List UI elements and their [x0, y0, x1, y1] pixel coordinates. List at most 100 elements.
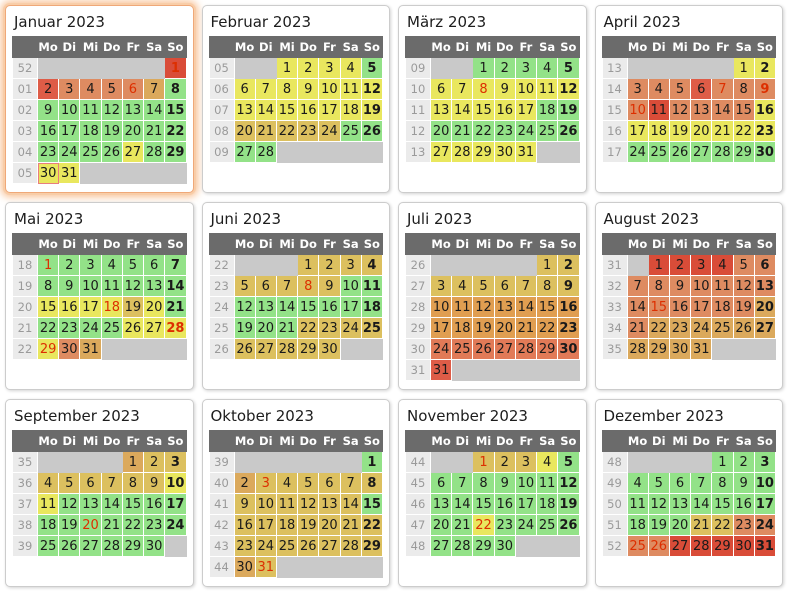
day-cell[interactable]: 25	[536, 120, 559, 142]
day-cell[interactable]: 7	[100, 472, 123, 494]
day-cell[interactable]: 13	[493, 296, 516, 318]
day-cell[interactable]: 27	[233, 141, 256, 163]
day-cell[interactable]: 8	[472, 472, 495, 494]
day-cell[interactable]: 14	[451, 493, 474, 515]
day-cell[interactable]: 24	[690, 317, 713, 339]
day-cell[interactable]: 24	[753, 514, 777, 536]
day-cell[interactable]: 13	[143, 275, 166, 297]
day-cell[interactable]: 12	[121, 275, 145, 297]
day-cell[interactable]: 25	[647, 141, 670, 163]
day-cell[interactable]: 24	[254, 535, 277, 557]
day-cell[interactable]: 6	[690, 78, 713, 100]
day-cell[interactable]: 15	[297, 296, 320, 318]
day-cell[interactable]: 9	[297, 78, 320, 100]
day-cell[interactable]: 21	[451, 514, 474, 536]
day-cell[interactable]: 18	[626, 514, 649, 536]
day-cell[interactable]: 23	[297, 120, 320, 142]
day-cell[interactable]: 6	[143, 254, 166, 276]
day-cell[interactable]: 11	[451, 296, 474, 318]
day-cell[interactable]: 31	[79, 338, 102, 360]
day-cell[interactable]: 4	[451, 275, 474, 297]
day-cell[interactable]: 15	[360, 493, 384, 515]
day-cell[interactable]: 28	[711, 141, 734, 163]
day-cell[interactable]: 19	[732, 296, 755, 318]
day-cell[interactable]: 26	[360, 120, 384, 142]
day-cell[interactable]: 19	[360, 99, 384, 121]
day-cell[interactable]: 22	[647, 317, 670, 339]
day-cell[interactable]: 22	[472, 514, 495, 536]
day-cell[interactable]: 1	[472, 451, 495, 473]
day-cell[interactable]: 5	[472, 275, 495, 297]
day-cell[interactable]: 29	[647, 338, 670, 360]
day-cell[interactable]: 22	[121, 514, 145, 536]
day-cell[interactable]: 12	[472, 296, 495, 318]
day-cell[interactable]: 11	[536, 78, 559, 100]
day-cell[interactable]: 26	[647, 535, 670, 557]
day-cell[interactable]: 9	[732, 472, 755, 494]
day-cell[interactable]: 27	[254, 338, 277, 360]
day-cell[interactable]: 22	[360, 514, 384, 536]
day-cell[interactable]: 14	[514, 296, 538, 318]
day-cell[interactable]: 26	[557, 120, 580, 142]
day-cell[interactable]: 26	[472, 338, 495, 360]
day-cell[interactable]: 17	[58, 120, 81, 142]
day-cell[interactable]: 14	[690, 493, 713, 515]
day-cell[interactable]: 28	[339, 535, 362, 557]
day-cell[interactable]: 21	[514, 317, 538, 339]
day-cell[interactable]: 26	[297, 535, 320, 557]
day-cell[interactable]: 28	[254, 141, 277, 163]
day-cell[interactable]: 14	[100, 493, 123, 515]
day-cell[interactable]: 26	[668, 141, 692, 163]
day-cell[interactable]: 12	[233, 296, 256, 318]
day-cell-today[interactable]: 30	[36, 162, 60, 184]
day-cell[interactable]: 29	[164, 141, 187, 163]
day-cell[interactable]: 3	[79, 254, 102, 276]
day-cell[interactable]: 9	[318, 275, 341, 297]
day-cell[interactable]: 19	[472, 317, 495, 339]
day-cell[interactable]: 17	[339, 296, 362, 318]
day-cell[interactable]: 6	[668, 472, 692, 494]
day-cell[interactable]: 13	[690, 99, 713, 121]
day-cell[interactable]: 14	[451, 99, 474, 121]
day-cell[interactable]: 25	[536, 514, 559, 536]
day-cell[interactable]: 20	[429, 120, 453, 142]
day-cell[interactable]: 5	[121, 254, 145, 276]
day-cell[interactable]: 7	[164, 254, 187, 276]
day-cell[interactable]: 24	[339, 317, 362, 339]
day-cell[interactable]: 16	[557, 296, 580, 318]
day-cell[interactable]: 10	[514, 472, 538, 494]
day-cell[interactable]: 8	[711, 472, 734, 494]
day-cell[interactable]: 13	[429, 99, 453, 121]
day-cell[interactable]: 1	[275, 57, 299, 79]
day-cell[interactable]: 21	[100, 514, 123, 536]
day-cell[interactable]: 8	[472, 78, 495, 100]
day-cell[interactable]: 3	[626, 78, 649, 100]
day-cell[interactable]: 27	[690, 141, 713, 163]
day-cell[interactable]: 4	[536, 451, 559, 473]
day-cell[interactable]: 13	[318, 493, 341, 515]
day-cell[interactable]: 23	[36, 141, 60, 163]
day-cell[interactable]: 27	[318, 535, 341, 557]
day-cell[interactable]: 13	[79, 493, 102, 515]
day-cell[interactable]: 6	[121, 78, 145, 100]
day-cell[interactable]: 29	[472, 141, 495, 163]
day-cell[interactable]: 30	[753, 141, 777, 163]
day-cell[interactable]: 15	[536, 296, 559, 318]
day-cell[interactable]: 26	[100, 141, 123, 163]
day-cell[interactable]: 18	[360, 296, 384, 318]
day-cell[interactable]: 30	[493, 141, 516, 163]
day-cell[interactable]: 27	[493, 338, 516, 360]
day-cell[interactable]: 7	[451, 472, 474, 494]
day-cell[interactable]: 29	[360, 535, 384, 557]
day-cell[interactable]: 13	[121, 99, 145, 121]
day-cell[interactable]: 1	[121, 451, 145, 473]
day-cell[interactable]: 25	[36, 535, 60, 557]
day-cell[interactable]: 16	[668, 296, 692, 318]
day-cell[interactable]: 17	[318, 99, 341, 121]
day-cell[interactable]: 12	[668, 99, 692, 121]
day-cell[interactable]: 9	[233, 493, 256, 515]
day-cell[interactable]: 12	[557, 472, 580, 494]
day-cell[interactable]: 18	[647, 120, 670, 142]
day-cell[interactable]: 16	[318, 296, 341, 318]
day-cell[interactable]: 2	[493, 451, 516, 473]
